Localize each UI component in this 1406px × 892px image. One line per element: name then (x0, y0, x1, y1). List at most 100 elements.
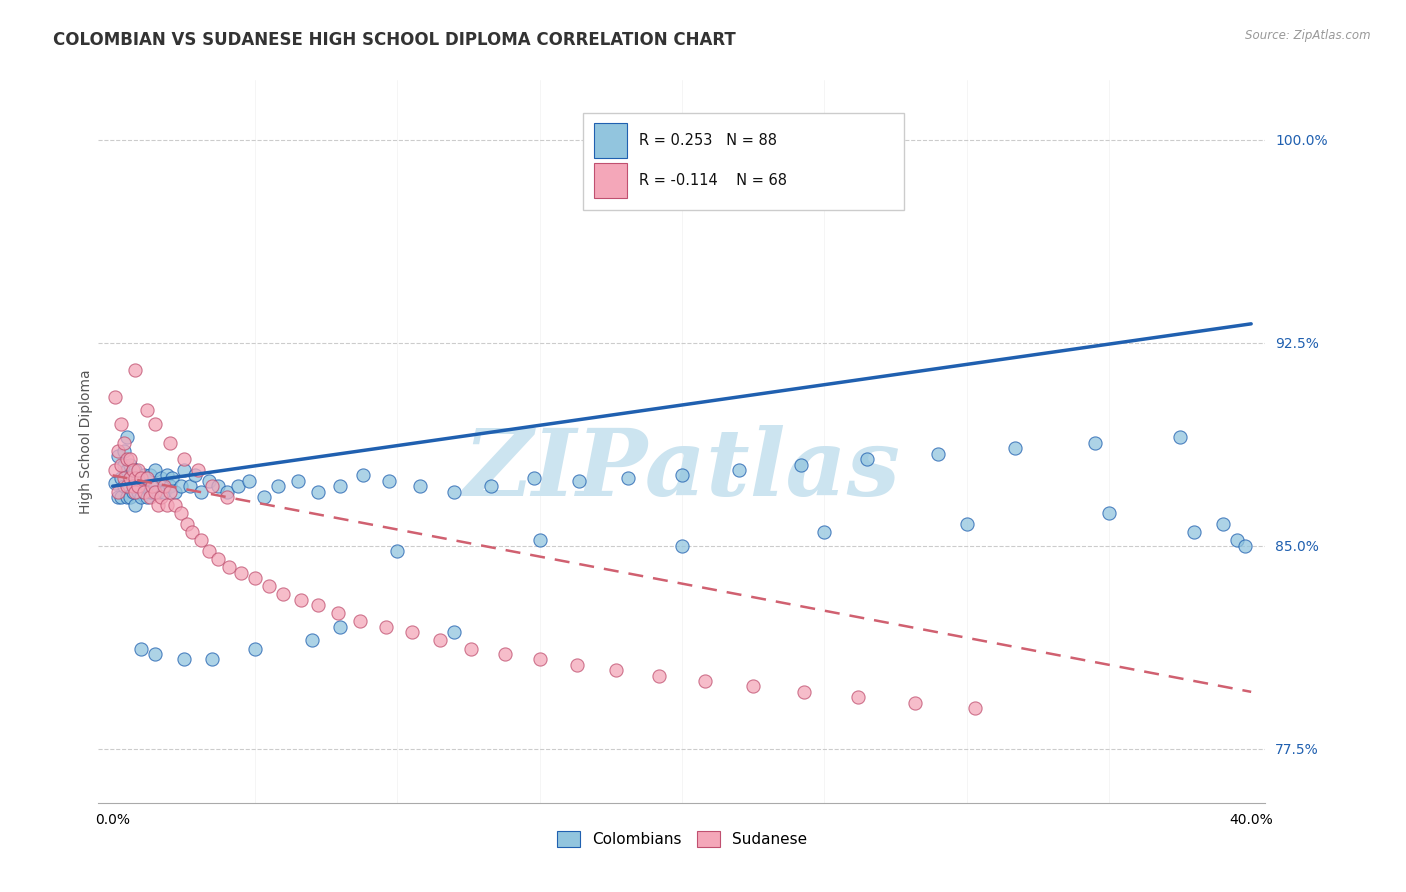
Point (648, 668, 671, 682)
Point (401, 625, 423, 640)
Point (141, 484, 163, 499)
Point (135, 471, 157, 485)
Point (965, 701, 987, 715)
Point (170, 506, 193, 520)
Point (153, 484, 176, 499)
Point (107, 484, 129, 499)
Point (127, 484, 149, 499)
Point (494, 647, 516, 661)
Point (273, 587, 295, 601)
Point (238, 474, 260, 488)
Text: Source: ZipAtlas.com: Source: ZipAtlas.com (1246, 29, 1371, 42)
Point (148, 484, 170, 499)
Point (129, 479, 152, 493)
FancyBboxPatch shape (595, 123, 627, 158)
Point (107, 450, 129, 464)
Point (135, 490, 157, 504)
Point (201, 479, 224, 493)
Point (1182, 525, 1205, 540)
Point (148, 498, 170, 512)
Point (198, 474, 221, 488)
Point (121, 484, 143, 499)
Text: COLOMBIAN VS SUDANESE HIGH SCHOOL DIPLOMA CORRELATION CHART: COLOMBIAN VS SUDANESE HIGH SCHOOL DIPLOM… (53, 31, 737, 49)
Point (349, 615, 371, 629)
Point (856, 452, 879, 467)
Point (170, 479, 193, 493)
Point (565, 657, 588, 672)
Point (118, 471, 141, 485)
Point (377, 474, 399, 488)
Point (329, 479, 352, 493)
Point (150, 490, 173, 504)
Point (115, 452, 138, 467)
Point (409, 479, 432, 493)
Point (143, 479, 166, 493)
Point (671, 539, 693, 553)
Point (118, 471, 141, 485)
Point (523, 471, 546, 485)
Point (107, 444, 129, 458)
Point (443, 625, 465, 640)
Point (143, 647, 166, 661)
Point (955, 517, 977, 532)
Point (226, 479, 249, 493)
Point (1098, 506, 1121, 520)
Point (110, 458, 132, 472)
Point (617, 471, 640, 485)
Point (443, 484, 465, 499)
Point (1168, 430, 1191, 444)
Point (742, 680, 765, 694)
Point (287, 474, 309, 488)
Point (813, 525, 835, 540)
Point (118, 458, 141, 472)
Point (112, 444, 135, 458)
Point (112, 479, 135, 493)
Point (326, 607, 349, 621)
Point (127, 479, 149, 493)
Point (118, 490, 141, 504)
Point (110, 490, 132, 504)
Point (173, 463, 195, 477)
Point (127, 471, 149, 485)
Point (138, 490, 160, 504)
Point (129, 490, 152, 504)
Point (124, 484, 146, 499)
Point (605, 663, 627, 677)
Point (429, 633, 451, 648)
Point (165, 484, 187, 499)
Point (190, 533, 212, 548)
Point (671, 468, 693, 483)
Point (124, 479, 146, 493)
Point (1084, 436, 1107, 450)
Y-axis label: High School Diploma: High School Diploma (79, 369, 93, 514)
Point (159, 436, 181, 450)
Point (159, 484, 181, 499)
Point (156, 468, 179, 483)
Point (129, 641, 152, 656)
Point (727, 463, 749, 477)
Point (187, 463, 209, 477)
Point (387, 544, 409, 558)
Point (793, 685, 815, 699)
Point (135, 471, 157, 485)
Point (107, 490, 129, 504)
Point (181, 525, 204, 540)
Point (568, 474, 591, 488)
Point (115, 490, 138, 504)
FancyBboxPatch shape (595, 163, 627, 198)
Point (143, 484, 166, 499)
Point (118, 452, 141, 467)
Point (374, 620, 396, 634)
Point (165, 498, 187, 512)
Point (135, 403, 157, 417)
Point (176, 517, 198, 532)
Point (112, 458, 135, 472)
Point (121, 468, 143, 483)
Point (132, 484, 155, 499)
Point (141, 479, 163, 493)
Point (215, 490, 238, 504)
Point (127, 463, 149, 477)
Point (243, 571, 266, 585)
Point (124, 463, 146, 477)
Point (156, 498, 179, 512)
